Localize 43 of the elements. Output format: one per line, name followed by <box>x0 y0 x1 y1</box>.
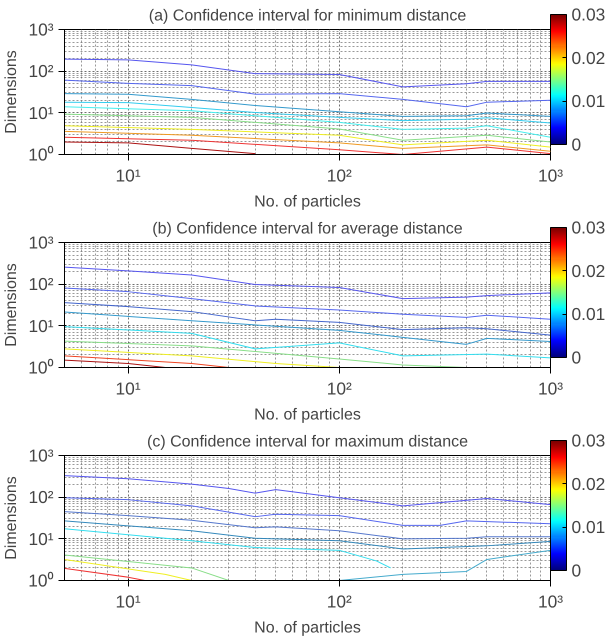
chart-title: (a) Confidence interval for minimum distance <box>148 8 466 24</box>
line-series <box>64 141 256 154</box>
chart-title: (c) Confidence interval for maximum distance <box>146 434 468 450</box>
y-tick-label: 10¹ <box>28 316 54 336</box>
x-axis-title: No. of particles <box>254 406 361 424</box>
color-bar-label: 0.02 <box>572 474 606 494</box>
y-axis-title: Dimensions <box>3 50 20 134</box>
x-axis-title: No. of particles <box>254 620 361 636</box>
y-tick-label: 10³ <box>28 232 54 252</box>
x-tick-label: 10² <box>326 592 352 612</box>
color-bar-label: 0.02 <box>572 48 606 68</box>
x-tick-label: 10¹ <box>116 378 141 398</box>
x-tick-label: 10² <box>326 378 352 398</box>
color-bar-label: 0.03 <box>572 4 606 24</box>
x-tick-label: 10² <box>326 166 352 186</box>
color-bar-label: 0.03 <box>572 218 606 238</box>
color-bar-label: 0.03 <box>572 430 606 450</box>
color-bar-label: 0.01 <box>572 304 606 324</box>
y-tick-label: 10⁰ <box>28 144 54 164</box>
x-tick-label: 10³ <box>538 592 564 612</box>
color-bar-label: 0.01 <box>572 517 606 538</box>
y-axis-title: Dimensions <box>3 263 20 347</box>
color-bar-label: 0 <box>572 560 582 580</box>
y-axis-title: Dimensions <box>3 476 20 560</box>
x-tick-label: 10¹ <box>116 166 141 186</box>
y-tick-label: 10³ <box>28 446 54 466</box>
y-tick-label: 10³ <box>28 20 54 40</box>
chart-title: (b) Confidence interval for average distance <box>152 220 463 238</box>
x-tick-label: 10³ <box>538 166 564 186</box>
y-tick-label: 10⁰ <box>28 570 54 590</box>
color-bar-label: 0.01 <box>572 91 606 112</box>
x-tick-label: 10³ <box>538 378 564 398</box>
y-tick-label: 10¹ <box>28 528 54 549</box>
color-bar-label: 0 <box>572 134 582 154</box>
y-tick-label: 10² <box>28 61 54 82</box>
x-tick-label: 10¹ <box>116 592 141 612</box>
x-axis-title: No. of particles <box>254 194 361 210</box>
y-tick-label: 10¹ <box>28 102 54 123</box>
y-tick-label: 10⁰ <box>28 358 54 378</box>
color-bar-label: 0 <box>572 348 582 368</box>
color-bar-label: 0.02 <box>572 260 606 281</box>
y-tick-label: 10² <box>28 487 54 508</box>
y-tick-label: 10² <box>28 274 54 294</box>
